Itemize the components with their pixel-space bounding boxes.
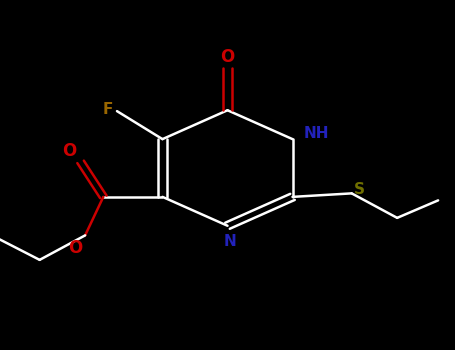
Text: S: S [354,182,365,197]
Text: O: O [220,49,235,66]
Text: N: N [223,234,236,250]
Text: F: F [103,102,113,117]
Text: O: O [69,239,83,257]
Text: NH: NH [304,126,329,141]
Text: O: O [62,142,76,160]
